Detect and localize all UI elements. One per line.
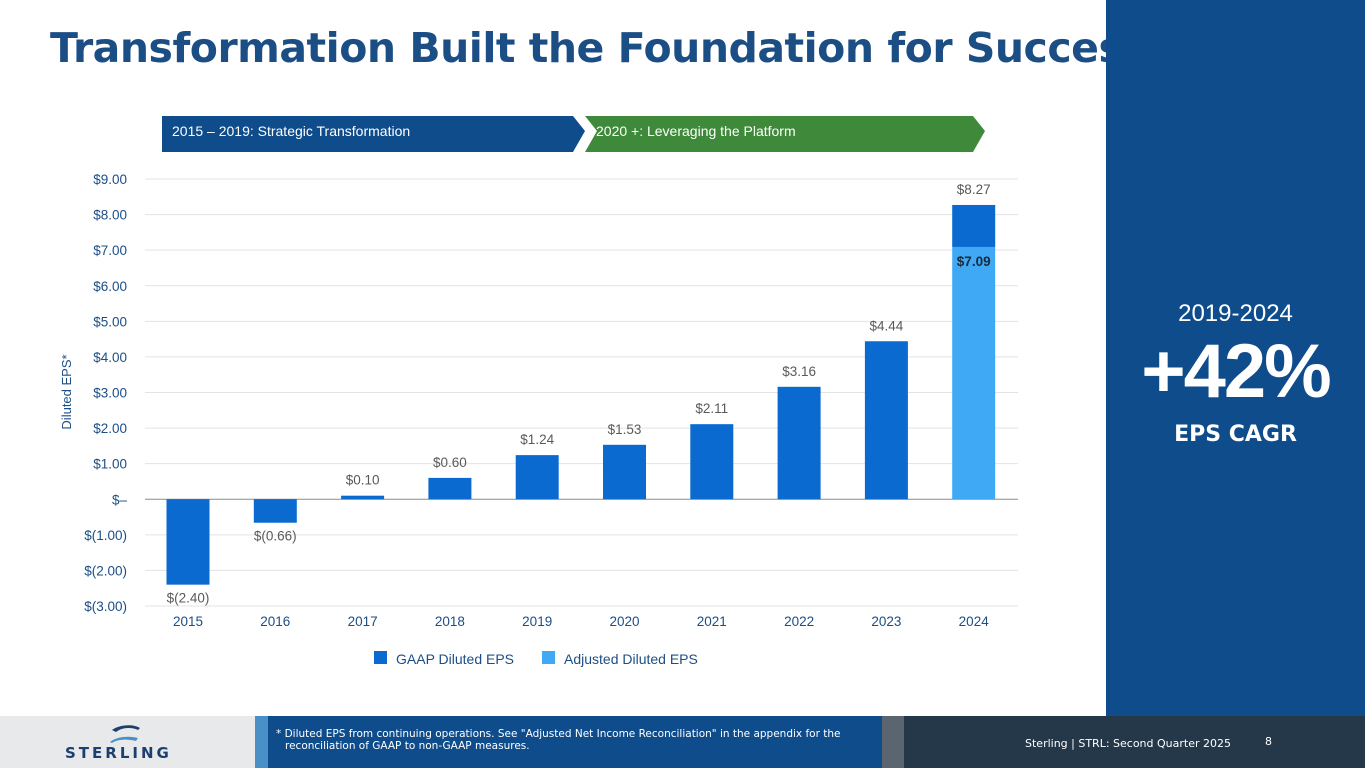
legend-label-adjusted: Adjusted Diluted EPS [564,651,698,667]
y-axis-label: Diluted EPS* [59,354,74,429]
data-label-gaap-2020: $1.53 [608,422,642,437]
x-tick-label: 2015 [173,614,203,629]
eps-chart-svg: 2015 – 2019: Strategic Transformation 202… [59,116,1018,667]
footer: STERLING * Diluted EPS from continuing o… [0,716,1365,768]
data-label-gaap-2022: $3.16 [782,364,816,379]
phase-arrow-transformation [162,116,585,152]
y-tick-label: $7.00 [93,243,127,258]
y-tick-label: $2.00 [93,421,127,436]
legend-swatch-adjusted [542,651,555,664]
bar-gaap-2020 [603,444,646,500]
footnote-line-2: reconciliation of GAAP to non-GAAP measu… [285,740,530,752]
bar-gaap-2024 [952,204,996,247]
bar-adjusted-2024 [952,246,996,500]
y-tick-label: $6.00 [93,279,127,294]
cagr-years: 2019-2024 [1178,300,1293,327]
data-label-gaap-2019: $1.24 [520,432,554,447]
eps-chart: 2015 – 2019: Strategic Transformation 202… [0,100,1100,680]
legend-swatch-gaap [374,651,387,664]
page-title: Transformation Built the Foundation for … [50,24,1147,72]
bar-gaap-2015 [166,499,210,585]
footnote-line-1: * Diluted EPS from continuing operations… [276,728,841,740]
footnote: * Diluted EPS from continuing operations… [268,716,882,768]
x-tick-label: 2024 [959,614,990,629]
data-label-gaap-2015: $(2.40) [167,591,210,606]
y-tick-label: $(2.00) [84,563,127,578]
sterling-logo-icon [110,725,140,743]
phase-label-transformation: 2015 – 2019: Strategic Transformation [172,123,410,139]
x-tick-label: 2022 [784,614,814,629]
phase-arrow-platform [585,116,985,152]
x-tick-label: 2019 [522,614,552,629]
x-tick-label: 2018 [435,614,465,629]
phase-label-platform: 2020 +: Leveraging the Platform [596,123,796,139]
bar-gaap-2021 [690,424,734,500]
bar-gaap-2022 [777,386,821,500]
data-label-gaap-2018: $0.60 [433,455,467,470]
cagr-callout-panel: 2019-2024 +42% EPS CAGR [1106,0,1365,716]
legend-label-gaap: GAAP Diluted EPS [396,651,514,667]
x-tick-label: 2023 [871,614,901,629]
y-tick-label: $1.00 [93,457,127,472]
y-tick-label: $9.00 [93,172,127,187]
y-tick-label: $(1.00) [84,528,127,543]
bar-gaap-2019 [515,455,559,500]
page-number: 8 [1265,735,1272,748]
sterling-logo: STERLING [0,716,255,768]
data-label-gaap-2023: $4.44 [870,318,904,333]
y-tick-label: $3.00 [93,386,127,401]
y-tick-label: $– [112,492,128,507]
y-tick-label: $8.00 [93,208,127,223]
bar-gaap-2017 [341,495,385,500]
footer-accent-strip [255,716,268,768]
x-tick-label: 2016 [260,614,290,629]
bar-gaap-2018 [428,477,472,500]
cagr-value: +42% [1141,329,1332,414]
x-tick-label: 2017 [348,614,378,629]
y-tick-label: $5.00 [93,314,127,329]
data-label-gaap-2016: $(0.66) [254,529,297,544]
logo-wordmark: STERLING [65,744,172,762]
y-tick-label: $(3.00) [84,599,127,614]
y-tick-label: $4.00 [93,350,127,365]
data-label-gaap-2024: $8.27 [957,182,991,197]
footer-divider [882,716,904,768]
bar-gaap-2016 [253,499,297,523]
x-tick-label: 2021 [697,614,727,629]
cagr-label: EPS CAGR [1174,422,1297,447]
data-label-gaap-2017: $0.10 [346,473,380,488]
bar-gaap-2023 [864,341,908,500]
data-label-adjusted-2024: $7.09 [957,254,991,269]
data-label-gaap-2021: $2.11 [695,401,728,416]
x-tick-label: 2020 [609,614,639,629]
footer-source: Sterling | STRL: Second Quarter 2025 [1025,737,1231,750]
